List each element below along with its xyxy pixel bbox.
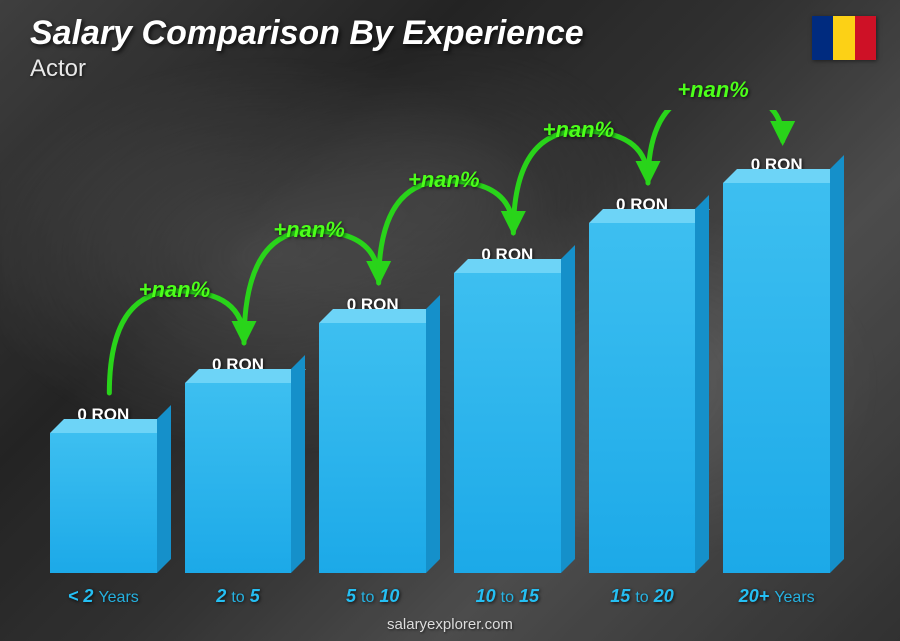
flag-romania <box>812 16 876 60</box>
pct-change-label: +nan% <box>139 277 211 303</box>
pct-change-label: +nan% <box>408 167 480 193</box>
bar-group: 0 RON <box>50 110 157 573</box>
bar-top-face <box>723 169 844 183</box>
bar-front-face <box>454 273 561 573</box>
bar-side-face <box>830 155 844 573</box>
bar-front-face <box>50 433 157 573</box>
container: Salary Comparison By Experience Actor Av… <box>0 0 900 641</box>
pct-change-label: +nan% <box>677 77 749 103</box>
x-axis-label: 10 to 15 <box>454 586 561 607</box>
bar <box>454 273 561 573</box>
flag-stripe-red <box>855 16 876 60</box>
bar-top-face <box>454 259 575 273</box>
bar-side-face <box>291 355 305 573</box>
bar-top-face <box>319 309 440 323</box>
x-axis-label: 5 to 10 <box>319 586 426 607</box>
bar-top-face <box>50 419 171 433</box>
bar-side-face <box>426 295 440 573</box>
x-axis: < 2 Years 2 to 5 5 to 10 10 to 15 15 to 20 20… <box>50 586 830 607</box>
footer-credit: salaryexplorer.com <box>0 616 900 633</box>
bar-side-face <box>157 405 171 573</box>
bar-top-face <box>589 209 710 223</box>
pct-change-label: +nan% <box>273 217 345 243</box>
bar-side-face <box>695 195 709 573</box>
bar-group: 0 RON <box>185 110 292 573</box>
bar-top-face <box>185 369 306 383</box>
bar-front-face <box>723 183 830 573</box>
bar <box>50 433 157 573</box>
bar <box>185 383 292 573</box>
bar-side-face <box>561 245 575 573</box>
bar <box>723 183 830 573</box>
x-axis-label: < 2 Years <box>50 586 157 607</box>
x-axis-label: 20+ Years <box>723 586 830 607</box>
pct-change-label: +nan% <box>543 117 615 143</box>
x-axis-label: 2 to 5 <box>185 586 292 607</box>
chart-area: 0 RON0 RON0 RON0 RON0 RON0 RON +nan%+nan… <box>50 110 830 573</box>
bar-group: 0 RON <box>723 110 830 573</box>
bar-group: 0 RON <box>589 110 696 573</box>
chart-title: Salary Comparison By Experience <box>30 14 870 53</box>
header: Salary Comparison By Experience Actor <box>30 14 870 83</box>
bar-front-face <box>185 383 292 573</box>
bar <box>319 323 426 573</box>
bar <box>589 223 696 573</box>
bar-front-face <box>319 323 426 573</box>
flag-stripe-blue <box>812 16 833 60</box>
bar-front-face <box>589 223 696 573</box>
x-axis-label: 15 to 20 <box>589 586 696 607</box>
flag-stripe-yellow <box>833 16 854 60</box>
